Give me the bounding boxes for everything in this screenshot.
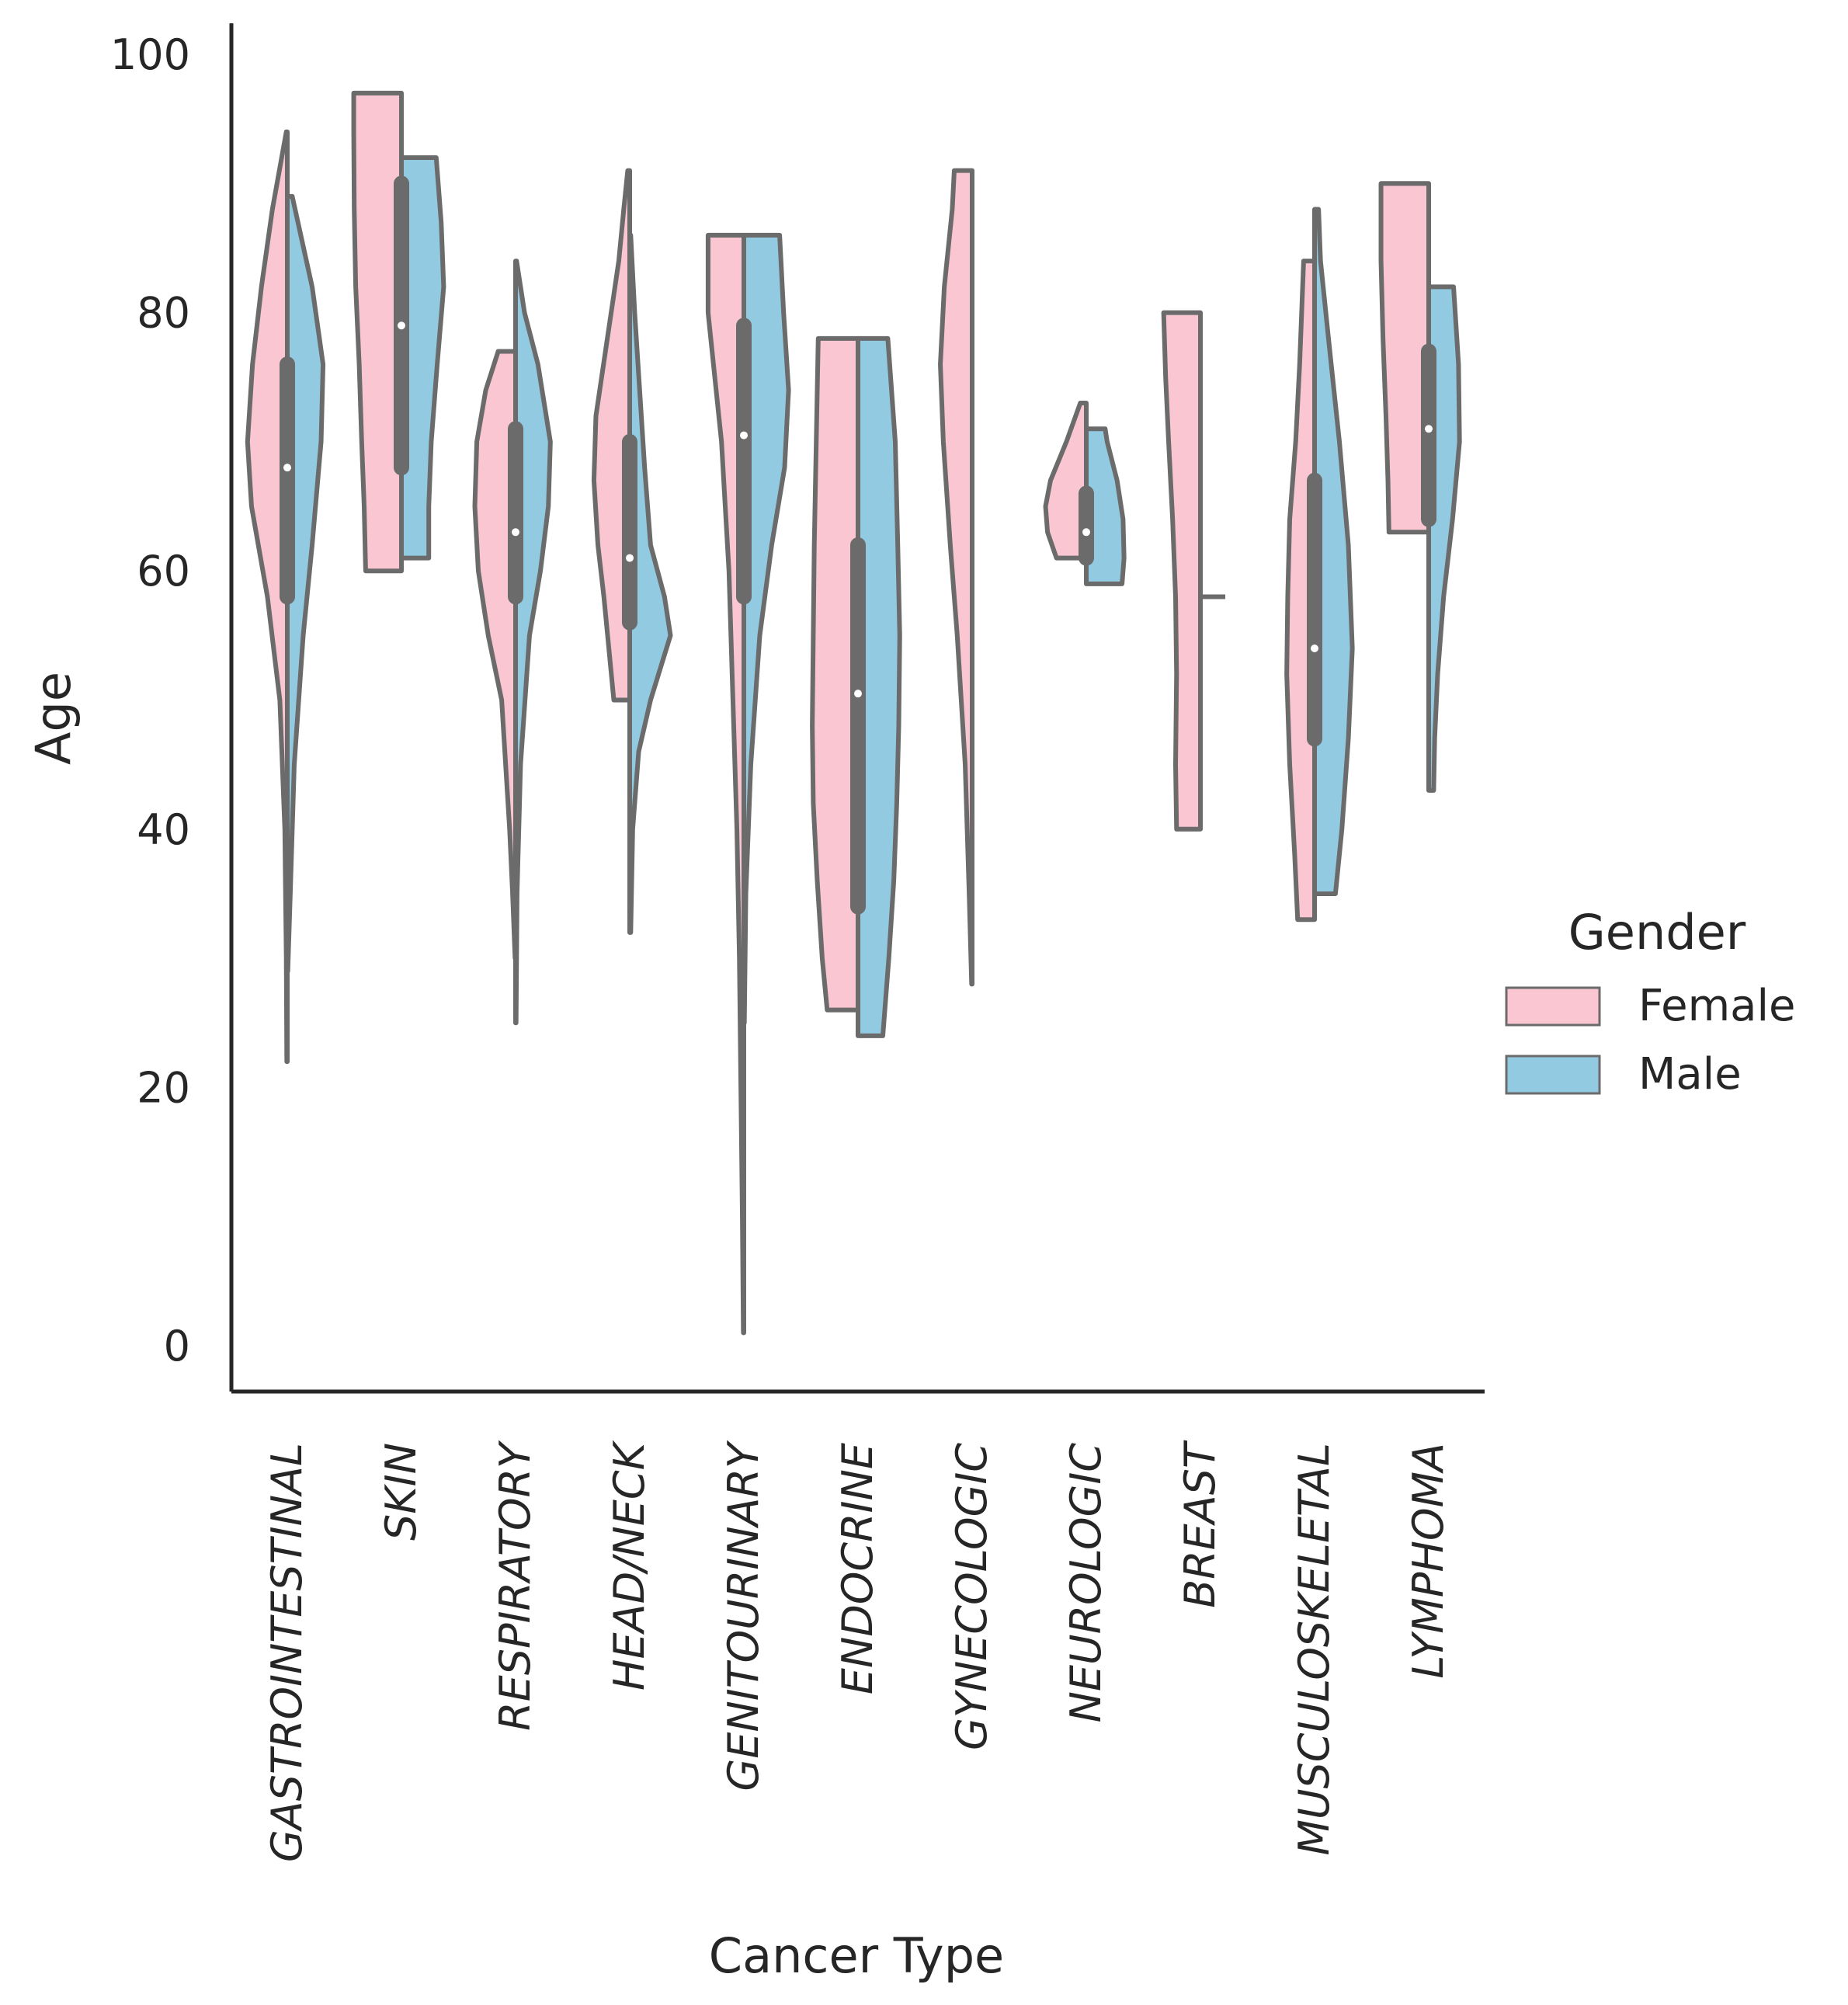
- median-point: [1425, 425, 1433, 433]
- violin-gastrointestinal: [245, 129, 326, 1065]
- violin-neurologic: [1043, 401, 1127, 586]
- violins-layer: [245, 90, 1462, 1336]
- legend-title: Gender: [1568, 904, 1746, 961]
- x-tick-label: GYNECOLOGIC: [947, 1443, 996, 1750]
- violin-genitourinary: [705, 232, 791, 1336]
- legend-swatch-female: [1505, 986, 1601, 1027]
- y-tick-label: 40: [137, 805, 190, 854]
- violin-half-male: [1084, 426, 1127, 586]
- y-axis-title: Age: [25, 672, 82, 765]
- median-point: [740, 431, 748, 440]
- legend-label-female: Female: [1638, 981, 1795, 1031]
- median-point: [512, 528, 519, 537]
- axes-layer: GASTROINTESTINAL SKIN RESPIRATORY HEAD/NECK…: [110, 23, 1485, 1862]
- violin-musculoskeletal: [1284, 207, 1355, 923]
- violin-respiratory: [472, 259, 553, 1026]
- x-axis-title: Cancer Type: [709, 1927, 1004, 1984]
- median-point: [398, 321, 405, 330]
- x-tick-label: NEUROLOGIC: [1061, 1443, 1110, 1723]
- y-tick-label: 80: [137, 289, 190, 338]
- y-tick-label: 0: [164, 1322, 190, 1371]
- x-tick-label: LYMPHOMA: [1404, 1443, 1453, 1679]
- violin-half-female: [1161, 310, 1203, 832]
- x-tick-label: BREAST: [1176, 1440, 1224, 1608]
- legend-swatch-male: [1505, 1055, 1601, 1095]
- y-tick-label: 60: [137, 547, 190, 596]
- violin-half-male: [1312, 207, 1355, 896]
- violin-lymphoma: [1378, 181, 1462, 793]
- violin-half-female: [1378, 181, 1431, 535]
- violin-skin: [351, 90, 446, 574]
- median-point: [1311, 644, 1318, 652]
- violin-half-male: [285, 193, 326, 974]
- median-point: [626, 554, 634, 562]
- violin-half-male: [513, 259, 553, 1026]
- legend: Gender Female Male: [1505, 904, 1795, 1100]
- x-tick-label: HEAD/NECK: [605, 1440, 654, 1691]
- violin-breast: [1161, 310, 1225, 832]
- x-tick-label: GASTROINTESTINAL: [262, 1443, 311, 1862]
- violin-half-female: [810, 335, 860, 1013]
- x-tick-label: RESPIRATORY: [491, 1440, 540, 1731]
- violin-half-male: [399, 155, 446, 561]
- violin-half-female: [1284, 259, 1317, 923]
- violin-half-female: [938, 168, 974, 987]
- x-tick-label: SKIN: [377, 1443, 426, 1541]
- violin-half-female: [472, 349, 518, 961]
- violin-gynecologic: [938, 168, 974, 987]
- y-tick-label: 100: [110, 30, 190, 79]
- median-point: [1082, 528, 1090, 537]
- x-tick-label: MUSCULOSKELETAL: [1290, 1443, 1339, 1856]
- y-tick-label: 20: [137, 1063, 190, 1112]
- x-tick-label: ENDOCRINE: [833, 1442, 882, 1694]
- median-point: [854, 690, 862, 698]
- legend-label-male: Male: [1638, 1049, 1742, 1100]
- violin-half-male: [856, 335, 902, 1038]
- violin-endocrine: [810, 335, 902, 1038]
- violin-half-female: [351, 90, 404, 574]
- median-point: [283, 464, 291, 472]
- x-tick-label: GENITOURINARY: [719, 1440, 768, 1791]
- violin-head-neck: [591, 168, 673, 935]
